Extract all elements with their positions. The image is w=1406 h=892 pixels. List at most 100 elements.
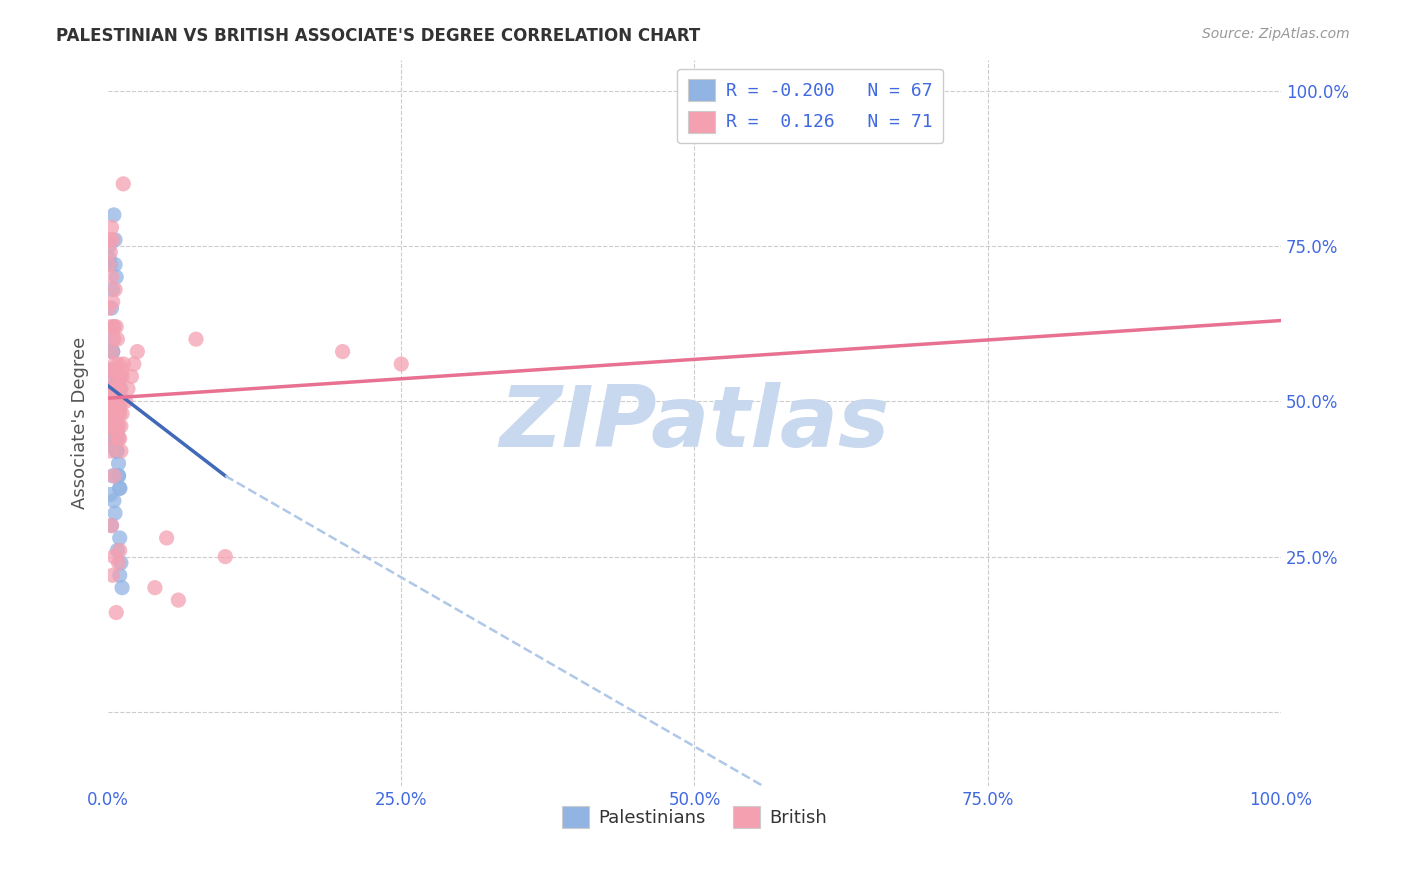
Point — [111, 581, 134, 595]
Point — [110, 444, 132, 458]
Point — [104, 258, 127, 272]
Point — [105, 394, 128, 409]
Point — [107, 457, 129, 471]
Point — [100, 432, 122, 446]
Point — [112, 357, 135, 371]
Text: ZIPatlas: ZIPatlas — [499, 382, 890, 465]
Point — [104, 407, 127, 421]
Point — [105, 432, 128, 446]
Point — [184, 332, 207, 346]
Point — [108, 531, 131, 545]
Point — [101, 332, 124, 346]
Point — [98, 258, 121, 272]
Point — [105, 382, 128, 396]
Point — [108, 543, 131, 558]
Point — [98, 382, 121, 396]
Point — [98, 363, 121, 377]
Point — [98, 382, 121, 396]
Point — [127, 344, 149, 359]
Point — [105, 394, 128, 409]
Point — [103, 394, 125, 409]
Point — [107, 468, 129, 483]
Point — [101, 233, 124, 247]
Point — [101, 568, 124, 582]
Point — [332, 344, 354, 359]
Point — [111, 407, 134, 421]
Point — [103, 493, 125, 508]
Y-axis label: Associate's Degree: Associate's Degree — [72, 337, 89, 509]
Point — [111, 369, 134, 384]
Point — [100, 394, 122, 409]
Point — [105, 444, 128, 458]
Point — [100, 432, 122, 446]
Text: Source: ZipAtlas.com: Source: ZipAtlas.com — [1202, 27, 1350, 41]
Point — [100, 518, 122, 533]
Point — [389, 357, 412, 371]
Point — [117, 382, 139, 396]
Point — [98, 419, 121, 434]
Point — [98, 369, 121, 384]
Point — [103, 407, 125, 421]
Point — [108, 481, 131, 495]
Point — [98, 252, 121, 266]
Point — [107, 369, 129, 384]
Point — [101, 369, 124, 384]
Point — [105, 319, 128, 334]
Point — [120, 369, 142, 384]
Point — [105, 444, 128, 458]
Point — [105, 419, 128, 434]
Point — [104, 419, 127, 434]
Point — [104, 419, 127, 434]
Point — [103, 425, 125, 440]
Point — [110, 556, 132, 570]
Point — [103, 407, 125, 421]
Point — [214, 549, 236, 564]
Point — [98, 233, 121, 247]
Point — [105, 606, 128, 620]
Point — [100, 518, 122, 533]
Text: PALESTINIAN VS BRITISH ASSOCIATE'S DEGREE CORRELATION CHART: PALESTINIAN VS BRITISH ASSOCIATE'S DEGRE… — [56, 27, 700, 45]
Point — [98, 444, 121, 458]
Point — [108, 382, 131, 396]
Point — [105, 543, 128, 558]
Point — [167, 593, 190, 607]
Point — [107, 468, 129, 483]
Point — [110, 369, 132, 384]
Point — [108, 432, 131, 446]
Point — [103, 382, 125, 396]
Point — [110, 394, 132, 409]
Point — [100, 394, 122, 409]
Point — [103, 208, 125, 222]
Point — [98, 258, 121, 272]
Point — [105, 407, 128, 421]
Point — [98, 301, 121, 315]
Point — [104, 233, 127, 247]
Point — [112, 177, 135, 191]
Point — [103, 332, 125, 346]
Point — [98, 394, 121, 409]
Point — [108, 388, 131, 402]
Point — [122, 357, 145, 371]
Point — [101, 468, 124, 483]
Point — [107, 432, 129, 446]
Point — [98, 319, 121, 334]
Point — [100, 344, 122, 359]
Point — [100, 382, 122, 396]
Point — [111, 363, 134, 377]
Point — [156, 531, 179, 545]
Point — [105, 382, 128, 396]
Point — [105, 363, 128, 377]
Point — [110, 419, 132, 434]
Point — [107, 419, 129, 434]
Legend: Palestinians, British: Palestinians, British — [555, 799, 834, 836]
Point — [103, 394, 125, 409]
Point — [100, 301, 122, 315]
Point — [107, 357, 129, 371]
Point — [98, 239, 121, 253]
Point — [100, 220, 122, 235]
Point — [107, 376, 129, 390]
Point — [108, 568, 131, 582]
Point — [104, 363, 127, 377]
Point — [98, 363, 121, 377]
Point — [104, 382, 127, 396]
